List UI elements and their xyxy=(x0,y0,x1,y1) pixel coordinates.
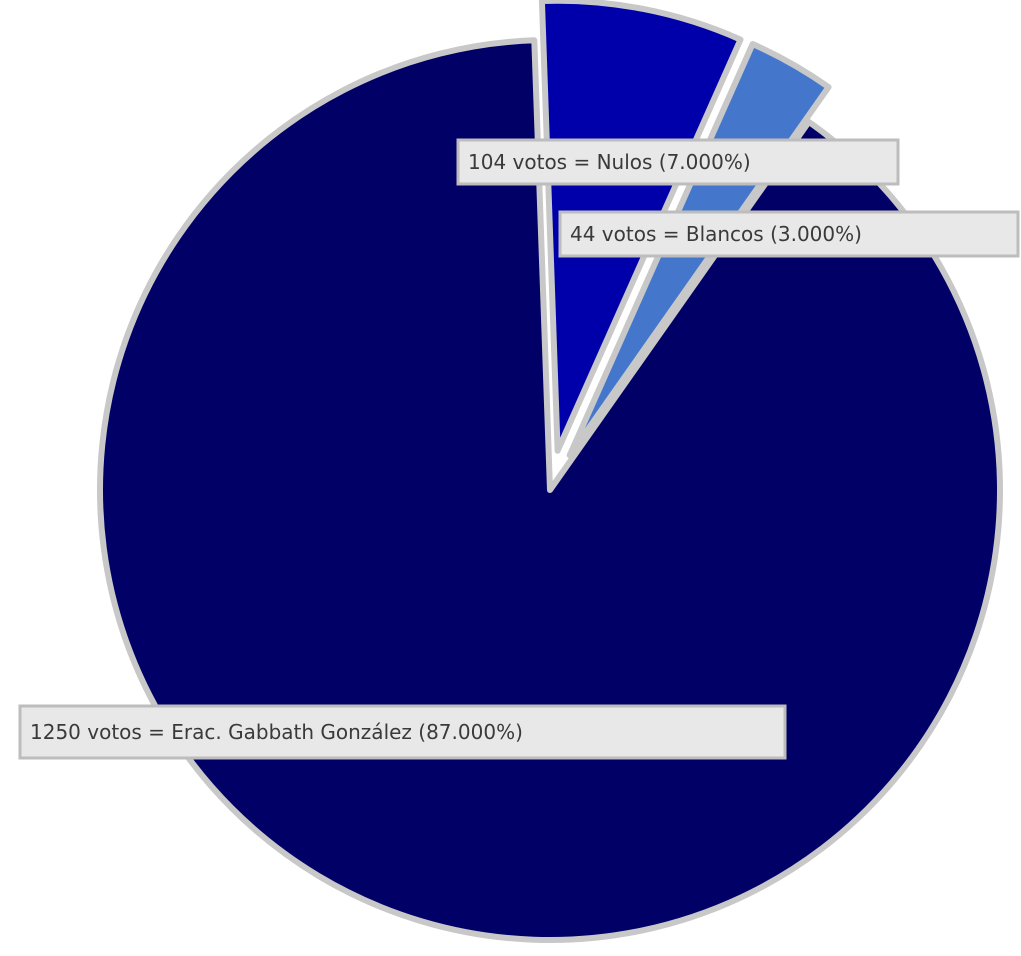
slice-label-box xyxy=(456,138,900,186)
slice-label-text: 44 votos = Blancos (3.000%) xyxy=(570,222,862,246)
slice-label-text: 1250 votos = Erac. Gabbath González (87.… xyxy=(30,720,523,744)
slice-label-0: 1250 votos = Erac. Gabbath González (87.… xyxy=(18,704,787,760)
slice-label-2: 44 votos = Blancos (3.000%) xyxy=(558,210,1020,258)
slice-label-1: 104 votos = Nulos (7.000%) xyxy=(456,138,900,186)
slice-label-text: 104 votos = Nulos (7.000%) xyxy=(468,150,751,174)
slice-label-box xyxy=(18,704,787,760)
pie-labels: 1250 votos = Erac. Gabbath González (87.… xyxy=(18,138,1020,760)
slice-label-box xyxy=(558,210,1020,258)
